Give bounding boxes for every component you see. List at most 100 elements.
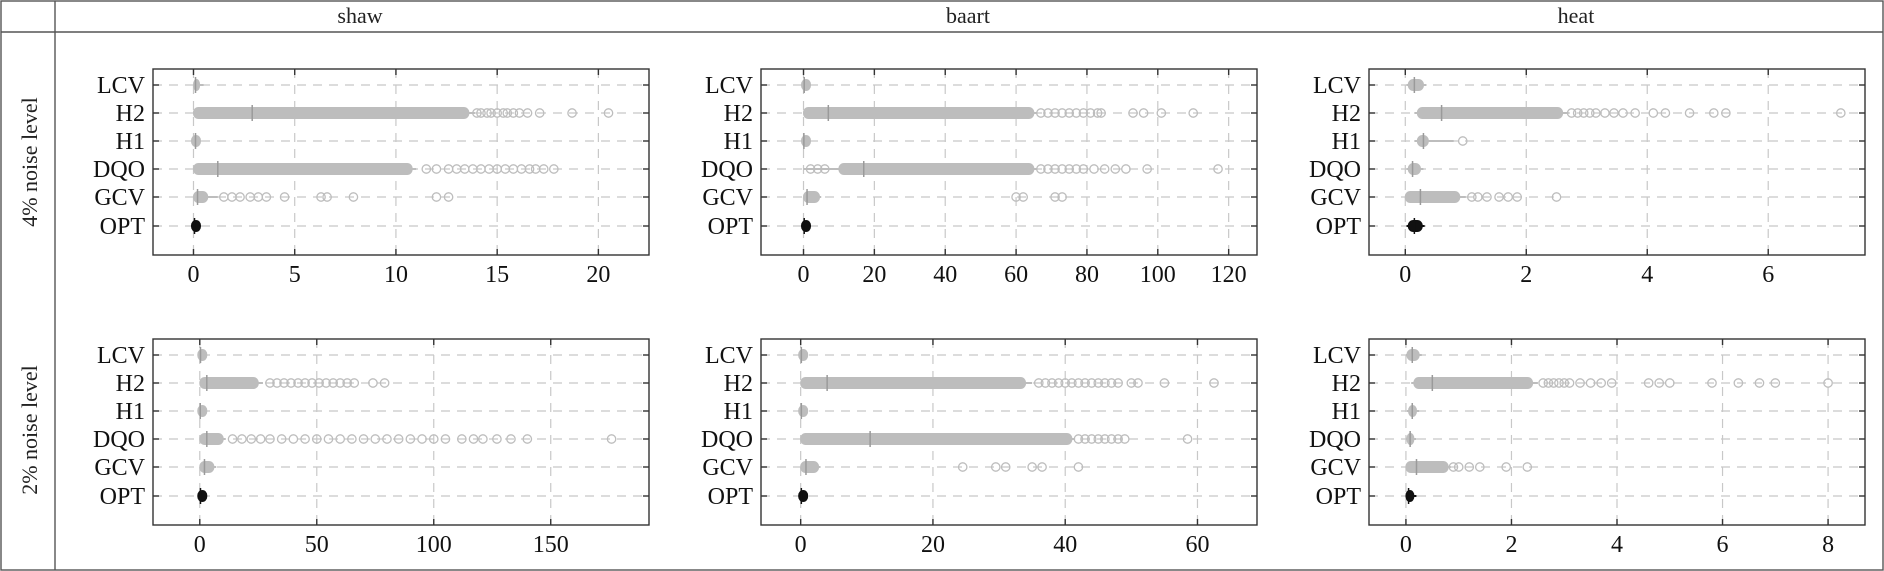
outlier-point xyxy=(486,108,496,118)
outlier-point xyxy=(300,378,310,388)
outlier-point xyxy=(1085,108,1096,118)
outlier-point xyxy=(1011,192,1021,202)
outlier-point xyxy=(506,434,516,444)
category-label: H2 xyxy=(116,101,145,127)
box-DQO xyxy=(199,433,224,445)
plot-frame xyxy=(760,68,1258,256)
x-tick-label: 60 xyxy=(1185,532,1209,558)
outlier-point xyxy=(1036,164,1046,174)
outlier-point xyxy=(1064,164,1075,174)
box-H2 xyxy=(199,377,259,389)
outlier-point xyxy=(1099,164,1110,174)
outlier-point xyxy=(1209,378,1219,388)
x-tick-label: 60 xyxy=(1004,262,1028,288)
column-header-shaw: shaw xyxy=(337,3,382,28)
outlier-point xyxy=(1073,378,1084,388)
outlier-point xyxy=(368,378,378,388)
outlier-point xyxy=(805,164,816,174)
outlier-point xyxy=(1554,378,1564,388)
x-tick-label: 10 xyxy=(384,262,408,288)
category-label: LCV xyxy=(97,343,146,369)
outlier-point xyxy=(522,434,533,444)
outlier-point xyxy=(358,434,369,444)
outlier-point xyxy=(472,108,482,118)
outlier-point xyxy=(1080,434,1090,444)
category-label: OPT xyxy=(100,484,146,510)
outlier-point xyxy=(1733,378,1744,388)
outlier-point xyxy=(812,164,823,174)
outlier-point xyxy=(255,434,266,444)
outlier-point xyxy=(1585,378,1596,388)
outlier-point xyxy=(1071,164,1082,174)
category-label: GCV xyxy=(702,185,753,211)
box-GCV xyxy=(800,461,820,473)
box-GCV xyxy=(192,191,209,203)
box-LCV xyxy=(1407,79,1424,91)
outlier-point xyxy=(348,192,359,202)
box-H2 xyxy=(192,107,470,119)
outlier-point xyxy=(1835,108,1846,118)
outlier-point xyxy=(393,434,404,444)
outlier-point xyxy=(235,192,245,202)
outlier-point xyxy=(335,378,346,388)
outlier-point xyxy=(1707,378,1717,388)
outlier-point xyxy=(1159,378,1170,388)
box-H2 xyxy=(1413,377,1534,389)
outlier-point xyxy=(1770,378,1781,388)
category-label: H1 xyxy=(116,129,145,155)
category-label: H1 xyxy=(1332,129,1361,155)
box-LCV xyxy=(197,349,208,361)
outlier-point xyxy=(1522,462,1533,472)
outlier-point xyxy=(321,378,331,388)
outlier-point xyxy=(1018,192,1029,202)
x-tick-label: 40 xyxy=(1053,532,1077,558)
outlier-point xyxy=(1464,462,1475,472)
category-label: H1 xyxy=(1332,399,1361,425)
outlier-point xyxy=(1043,164,1053,174)
outlier-point xyxy=(1630,108,1640,118)
outlier-point xyxy=(1086,434,1097,444)
category-label: DQO xyxy=(93,157,145,183)
outlier-point xyxy=(261,192,272,202)
category-label: OPT xyxy=(1316,484,1362,510)
x-tick-label: 4 xyxy=(1641,262,1653,288)
outlier-point xyxy=(1708,108,1719,118)
outlier-point xyxy=(819,164,830,174)
x-tick-label: 150 xyxy=(533,532,569,558)
plot-frame xyxy=(152,68,650,256)
x-tick-label: 4 xyxy=(1611,532,1623,558)
outlier-point xyxy=(286,378,296,388)
box-H1 xyxy=(801,135,812,147)
outlier-point xyxy=(1053,378,1064,388)
outlier-point xyxy=(1156,108,1167,118)
box-DQO xyxy=(838,163,1035,175)
outlier-point xyxy=(492,108,503,118)
outlier-point xyxy=(1093,434,1104,444)
outlier-point xyxy=(335,434,346,444)
outlier-point xyxy=(227,434,238,444)
outlier-point xyxy=(1086,378,1097,388)
outlier-point xyxy=(1482,192,1492,202)
outlier-point xyxy=(1033,378,1044,388)
outlier-point xyxy=(1040,378,1051,388)
outlier-point xyxy=(1027,462,1037,472)
x-tick-label: 6 xyxy=(1717,532,1729,558)
outlier-point xyxy=(1453,462,1464,472)
outlier-point xyxy=(1538,378,1548,388)
outlier-point xyxy=(1126,378,1137,388)
outlier-point xyxy=(237,434,247,444)
box-H1 xyxy=(197,405,208,417)
outlier-point xyxy=(1664,378,1675,388)
box-DQO xyxy=(192,163,413,175)
x-tick-label: 0 xyxy=(795,532,807,558)
outlier-point xyxy=(1110,164,1121,174)
outlier-point xyxy=(1036,108,1046,118)
outlier-point xyxy=(1113,378,1123,388)
outlier-point xyxy=(1721,108,1731,118)
outlier-point xyxy=(323,434,334,444)
plot-frame xyxy=(760,338,1258,526)
outlier-point xyxy=(288,434,299,444)
outlier-point xyxy=(1073,462,1084,472)
